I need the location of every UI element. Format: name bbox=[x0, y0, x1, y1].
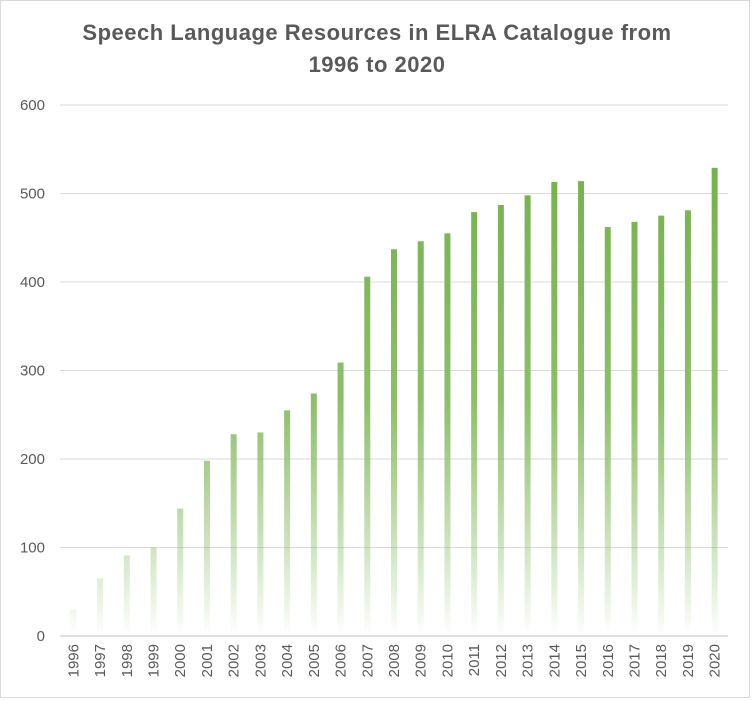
y-tick-label: 200 bbox=[20, 451, 45, 468]
bar-layer bbox=[70, 167, 718, 637]
bar-2011 bbox=[471, 212, 478, 636]
bar-1996 bbox=[70, 609, 77, 636]
bar-2016 bbox=[604, 227, 611, 636]
x-tick-label: 2014 bbox=[546, 644, 563, 677]
y-tick-label: 0 bbox=[37, 628, 45, 645]
bar-1997 bbox=[97, 578, 104, 636]
y-tick-label: 600 bbox=[20, 97, 45, 114]
bar-2015 bbox=[578, 181, 585, 637]
x-tick-label: 2002 bbox=[226, 644, 243, 677]
x-tick-label: 2018 bbox=[653, 644, 670, 677]
x-tick-label: 2003 bbox=[252, 644, 269, 677]
bar-2002 bbox=[230, 434, 237, 636]
x-tick-label: 2015 bbox=[573, 644, 590, 677]
x-tick-label: 1998 bbox=[119, 644, 136, 677]
x-tick-label: 1996 bbox=[65, 644, 82, 677]
x-tick-label: 2006 bbox=[333, 644, 350, 677]
bar-2003 bbox=[257, 432, 264, 636]
chart-title: Speech Language Resources in ELRA Catalo… bbox=[82, 20, 672, 77]
x-tick-label: 1999 bbox=[146, 644, 163, 677]
bar-2007 bbox=[364, 276, 371, 636]
x-tick-label: 2016 bbox=[600, 644, 617, 677]
x-tick-label: 2020 bbox=[707, 644, 724, 677]
bar-2005 bbox=[310, 393, 317, 636]
x-tick-label: 2005 bbox=[306, 644, 323, 677]
x-tick-label: 2008 bbox=[386, 644, 403, 677]
x-tick-label: 1997 bbox=[92, 644, 109, 677]
x-axis-ticks: 1996 1997 1998 1999 2000 2001 2002 2003 2004 2005… bbox=[65, 644, 723, 677]
x-tick-label: 2000 bbox=[172, 644, 189, 677]
bar-2004 bbox=[284, 410, 291, 636]
bar-2012 bbox=[497, 205, 504, 636]
y-tick-label: 400 bbox=[20, 274, 45, 291]
bar-2013 bbox=[524, 195, 531, 636]
y-tick-label: 500 bbox=[20, 186, 45, 203]
x-tick-label: 2019 bbox=[680, 644, 697, 677]
x-tick-label: 2001 bbox=[199, 644, 216, 677]
bar-2006 bbox=[337, 362, 344, 636]
y-tick-label: 100 bbox=[20, 540, 45, 557]
x-tick-label: 2007 bbox=[359, 644, 376, 677]
x-tick-label: 2009 bbox=[413, 644, 430, 677]
x-tick-label: 2010 bbox=[439, 644, 456, 677]
bar-2018 bbox=[658, 215, 665, 636]
bar-1999 bbox=[150, 547, 157, 636]
x-tick-label: 2012 bbox=[493, 644, 510, 677]
y-tick-label: 300 bbox=[20, 363, 45, 380]
bar-2014 bbox=[551, 181, 558, 636]
bar-2020 bbox=[711, 167, 718, 636]
x-tick-label: 2004 bbox=[279, 644, 296, 677]
bar-2008 bbox=[391, 249, 397, 636]
x-tick-label: 2017 bbox=[626, 644, 643, 677]
bar-2010 bbox=[444, 233, 451, 636]
bar-2019 bbox=[684, 210, 691, 636]
bar-2009 bbox=[417, 241, 424, 637]
y-axis-ticks: 0 100 200 300 400 500 600 bbox=[20, 97, 45, 645]
x-tick-label: 2013 bbox=[520, 644, 537, 677]
bar-2000 bbox=[177, 508, 184, 636]
bar-2017 bbox=[631, 221, 638, 636]
x-tick-label: 2011 bbox=[466, 644, 483, 676]
bar-2001 bbox=[203, 460, 210, 636]
bar-1998 bbox=[123, 555, 130, 636]
